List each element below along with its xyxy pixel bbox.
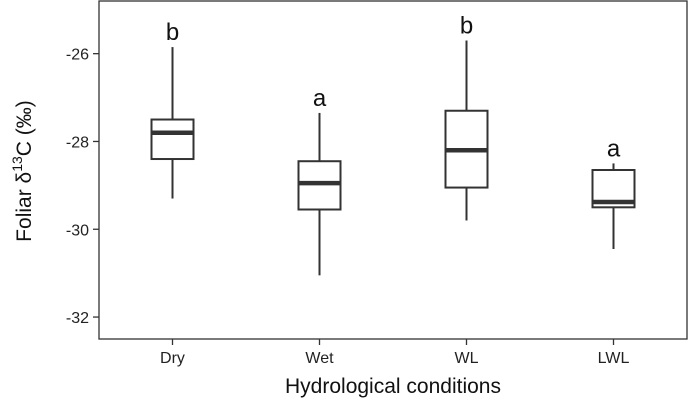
- x-axis: Dry Wet WL LWL: [160, 339, 629, 367]
- y-tick-label: -32: [66, 310, 89, 327]
- y-tick-label: -30: [66, 222, 89, 239]
- box-wet: a: [297, 85, 342, 276]
- significance-letter: a: [607, 135, 621, 162]
- box-lwl: a: [591, 135, 636, 250]
- iqr-box: [150, 118, 195, 161]
- box-wl: b: [444, 13, 489, 221]
- y-axis-title-prefix: Foliar δ: [13, 172, 36, 242]
- significance-letter: b: [166, 19, 179, 46]
- y-tick-label: -26: [66, 47, 89, 64]
- significance-letter: a: [313, 85, 327, 112]
- y-tick-label: -28: [66, 134, 89, 151]
- y-axis-title: Foliar δ13C (‰): [9, 100, 36, 242]
- y-axis-title-suffix: C (‰): [13, 100, 36, 156]
- x-tick-label: WL: [455, 350, 479, 367]
- box-dry: b: [150, 19, 195, 199]
- x-tick-label: LWL: [598, 350, 630, 367]
- y-axis: -32 -30 -28 -26: [66, 47, 99, 327]
- y-axis-title-superscript: 13: [9, 156, 25, 172]
- x-axis-title: Hydrological conditions: [285, 375, 501, 398]
- significance-letter: b: [460, 13, 473, 40]
- plot-panel: [98, 0, 688, 340]
- boxes-layer: b a b a: [150, 13, 636, 276]
- x-tick-label: Wet: [305, 350, 334, 367]
- x-tick-label: Dry: [160, 350, 185, 367]
